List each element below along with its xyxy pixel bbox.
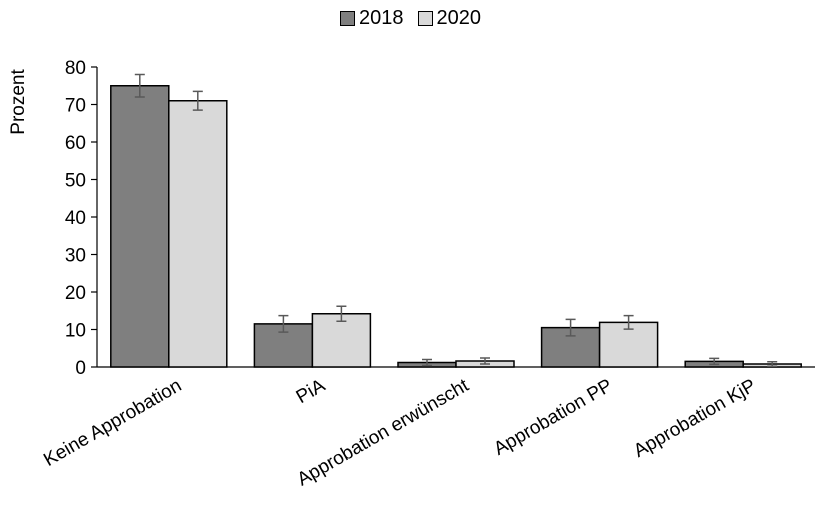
x-tick-label: Keine Approbation (40, 375, 185, 471)
y-tick-label: 80 (65, 58, 86, 79)
y-axis-title: Prozent (8, 69, 29, 135)
bar-2020 (168, 100, 228, 368)
plot-area: 0 10 20 30 40 50 60 70 80 Keine Approbation PiA App… (40, 58, 815, 491)
x-tick-label: Approbation KjP (630, 375, 759, 462)
y-tick-label: 60 (65, 133, 86, 154)
legend-swatch-2020 (417, 11, 433, 26)
y-tick-label: 10 (65, 321, 86, 342)
legend-item-2020: 2020 (417, 7, 482, 30)
legend-item-2018: 2018 (340, 7, 404, 30)
bar-2020 (311, 313, 372, 368)
legend-label-2018: 2018 (359, 7, 404, 29)
y-tick-label: 20 (65, 283, 86, 304)
y-tick-label: 50 (65, 171, 86, 192)
y-tick-label: 70 (65, 96, 86, 117)
x-tick-label: PiA (293, 375, 329, 408)
y-tick-label: 40 (65, 208, 86, 229)
legend-swatch-2018 (340, 11, 355, 26)
legend-label-2020: 2020 (436, 7, 482, 29)
y-tick-label: 30 (65, 246, 86, 267)
x-tick-label: Approbation PP (490, 375, 616, 460)
y-tick-label: 0 (75, 358, 86, 379)
bar-2018 (110, 85, 170, 368)
legend: 2018 2020 (340, 7, 495, 30)
